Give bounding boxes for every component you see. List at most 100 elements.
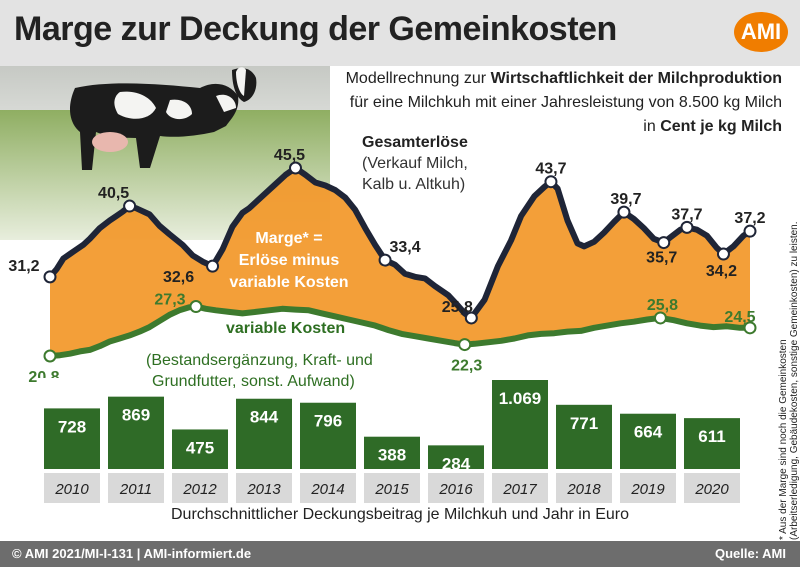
revenue-label: Gesamterlöse	[362, 134, 468, 151]
chart-canvas: 31,2 40,5 32,6 45,5 33,4 25,8 43,7 39,7 35,7 37,7…	[0, 66, 766, 503]
revenue-point	[743, 224, 757, 238]
year-band	[684, 473, 740, 503]
bar-value-label: 728	[58, 417, 86, 436]
year-band	[108, 473, 164, 503]
revenue-point	[716, 247, 730, 261]
year-band	[236, 473, 292, 503]
cost-point	[458, 338, 472, 352]
cost-value-label: 27,3	[154, 292, 185, 309]
bar-value-label: 388	[378, 446, 406, 465]
year-band	[44, 473, 100, 503]
bar-value-label: 664	[634, 423, 663, 442]
cost-value-label: 25,8	[647, 297, 678, 314]
year-tick-label: 2016	[438, 481, 473, 498]
revenue-point	[464, 311, 478, 325]
revenue-value-label: 37,7	[671, 206, 702, 223]
revenue-point	[123, 199, 137, 213]
bar-axis-caption: Durchschnittlicher Deckungsbeitrag je Mi…	[171, 506, 629, 523]
bar-value-label: 796	[314, 412, 342, 431]
revenue-point	[617, 205, 631, 219]
bar	[236, 398, 292, 469]
year-tick-label: 2019	[630, 481, 665, 498]
ami-logo: AMI	[734, 12, 788, 52]
subtitle-line-3: in Cent je kg Milch	[643, 118, 782, 135]
year-band	[364, 473, 420, 503]
year-band	[620, 473, 676, 503]
bar	[108, 396, 164, 469]
revenue-note-2: Kalb u. Altkuh)	[362, 176, 466, 193]
revenue-point	[206, 259, 220, 273]
margin-label-1: Marge* =	[255, 230, 323, 247]
revenue-value-label: 43,7	[535, 161, 566, 178]
cost-point	[189, 300, 203, 314]
revenue-point	[544, 175, 558, 189]
year-band	[300, 473, 356, 503]
year-tick-label: 2018	[566, 481, 601, 498]
bar-value-label: 869	[122, 406, 150, 425]
revenue-value-label: 25,8	[442, 299, 473, 316]
year-tick-label: 2017	[502, 481, 537, 498]
revenue-point	[43, 270, 57, 284]
margin-label-2: Erlöse minus	[238, 252, 340, 269]
revenue-value-label: 37,2	[734, 210, 765, 227]
cow-photo	[0, 66, 330, 240]
bar	[620, 413, 676, 469]
year-tick-label: 2015	[374, 481, 409, 498]
cost-value-label: 22,3	[451, 358, 482, 375]
year-tick-label: 2012	[182, 481, 217, 498]
revenue-value-label: 35,7	[646, 250, 677, 267]
revenue-point	[288, 161, 302, 175]
bar	[492, 380, 548, 469]
bar-value-label: 1.069	[499, 389, 542, 408]
cost-point	[743, 321, 757, 335]
revenue-value-label: 34,2	[706, 263, 737, 280]
cost-point	[653, 311, 667, 325]
revenue-value-label: 31,2	[8, 258, 39, 275]
bar-value-label: 611	[698, 427, 725, 446]
bar	[556, 404, 612, 469]
margin-label-3: variable Kosten	[229, 274, 349, 291]
cost-line	[47, 303, 753, 359]
copyright-text: © AMI 2021/MI-I-131 | AMI-informiert.de	[12, 546, 252, 561]
bar	[684, 418, 740, 469]
subtitle-line-2: für eine Milchkuh mit einer Jahresleistu…	[349, 94, 782, 111]
year-band	[556, 473, 612, 503]
costs-note-2: Grundfutter, sonst. Aufwand)	[152, 373, 355, 390]
bar-value-label: 475	[186, 438, 214, 457]
bar	[172, 429, 228, 469]
bar-value-label: 284	[442, 454, 471, 473]
year-band	[492, 473, 548, 503]
year-tick-label: 2014	[310, 481, 344, 498]
year-tick-label: 2010	[54, 481, 89, 498]
cost-point	[43, 349, 57, 363]
year-tick-label: 2011	[119, 481, 152, 498]
revenue-value-label: 40,5	[98, 185, 129, 202]
bar-value-label: 844	[250, 408, 279, 427]
revenue-value-label: 32,6	[163, 269, 194, 286]
revenue-value-label: 39,7	[610, 191, 641, 208]
bar-value-label: 771	[570, 414, 598, 433]
revenue-line	[47, 165, 753, 321]
costs-note-1: (Bestandsergänzung, Kraft- und	[146, 352, 373, 369]
cost-value-label: 24,5	[724, 309, 755, 326]
revenue-point	[378, 253, 392, 267]
footer-bar: © AMI 2021/MI-I-131 | AMI-informiert.de …	[0, 541, 800, 567]
year-tick-label: 2013	[246, 481, 281, 498]
bar	[300, 402, 356, 469]
plot-area: 31,2 40,5 32,6 45,5 33,4 25,8 43,7 39,7 35,7 37,7…	[8, 147, 766, 503]
year-tick-label: 2020	[694, 481, 729, 498]
bar	[428, 445, 484, 469]
page-title: Marge zur Deckung der Gemeinkosten	[14, 10, 617, 48]
title-bar: Marge zur Deckung der Gemeinkosten AMI	[0, 0, 800, 66]
revenue-point	[680, 220, 694, 234]
bar	[364, 436, 420, 469]
revenue-value-label: 33,4	[390, 239, 421, 256]
source-text: Quelle: AMI	[714, 546, 786, 561]
subtitle-line-1: Modellrechnung zur Wirtschaftlichkeit de…	[345, 70, 782, 87]
revenue-note-1: (Verkauf Milch,	[362, 155, 468, 172]
revenue-value-label: 45,5	[274, 147, 305, 164]
year-band	[172, 473, 228, 503]
revenue-point	[657, 236, 671, 250]
costs-label: variable Kosten	[226, 320, 346, 337]
